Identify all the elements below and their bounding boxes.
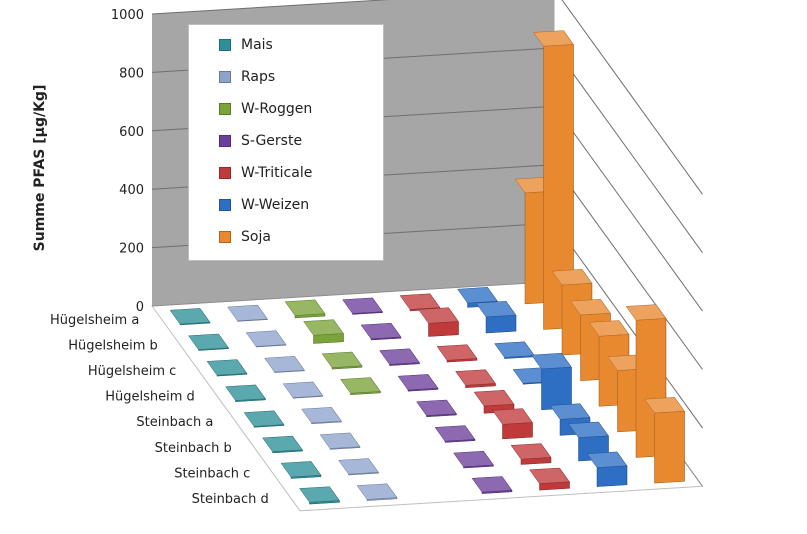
bar	[280, 460, 322, 479]
legend: Mais Raps W-Roggen S-Gerste W-Triticale W-Wei…	[188, 24, 384, 261]
y-axis-ticks: 0 200 400 600 800 1000	[111, 8, 144, 315]
y-axis-label: Summe PFAS [µg/Kg]	[32, 85, 48, 252]
bar	[453, 450, 494, 469]
bar	[533, 29, 574, 330]
bar	[510, 442, 552, 465]
legend-swatch	[219, 231, 231, 243]
bar	[340, 376, 381, 395]
bar	[245, 329, 287, 348]
bar	[301, 406, 342, 425]
y-tick-label: 1000	[111, 8, 144, 23]
bar	[342, 297, 383, 315]
legend-entry: Mais	[219, 36, 273, 54]
bars	[169, 29, 685, 505]
category-label: Hügelsheim d	[105, 390, 195, 405]
bar	[360, 322, 402, 341]
x-axis-category-labels: Hügelsheim a Hügelsheim b Hügelsheim c Hüge…	[50, 313, 269, 507]
bar	[416, 399, 457, 418]
category-label: Steinbach d	[192, 492, 269, 507]
category-label: Steinbach a	[136, 415, 213, 430]
bar	[188, 333, 229, 351]
y-tick-label: 800	[119, 66, 144, 81]
bar	[434, 424, 476, 443]
legend-entry: S-Gerste	[219, 132, 302, 150]
bar	[321, 351, 363, 370]
bar	[227, 304, 268, 322]
legend-entry: W-Triticale	[219, 164, 312, 182]
bar	[436, 343, 478, 363]
gridline	[151, 0, 703, 195]
bar	[264, 355, 305, 373]
bar	[243, 410, 285, 428]
bar	[303, 318, 344, 344]
legend-label: W-Triticale	[241, 165, 313, 181]
y-tick-label: 400	[119, 183, 144, 198]
legend-swatch	[219, 167, 231, 179]
category-label: Steinbach c	[174, 466, 250, 481]
legend-entry: W-Weizen	[219, 196, 309, 214]
legend-swatch	[219, 71, 231, 83]
y-tick-label: 600	[119, 125, 144, 140]
bar	[356, 483, 398, 501]
bar	[418, 306, 459, 337]
category-label: Hügelsheim a	[50, 313, 139, 328]
legend-label: Mais	[241, 37, 273, 53]
category-label: Hügelsheim c	[88, 364, 176, 379]
legend-entry: W-Roggen	[219, 100, 312, 118]
category-label: Hügelsheim b	[68, 338, 158, 353]
bar	[299, 485, 340, 505]
bar	[397, 373, 439, 392]
legend-entry: Soja	[219, 228, 271, 246]
legend-label: Soja	[241, 229, 271, 245]
bar	[169, 307, 211, 326]
bar	[284, 299, 326, 319]
legend-label: S-Gerste	[241, 133, 303, 149]
category-label: Steinbach b	[155, 441, 232, 456]
bar	[471, 475, 513, 494]
legend-swatch	[219, 39, 231, 51]
bar	[475, 300, 517, 334]
bar	[206, 358, 248, 377]
bar	[492, 407, 533, 440]
bar	[455, 368, 496, 388]
legend-swatch	[219, 135, 231, 147]
bar	[494, 341, 535, 359]
bar	[319, 432, 361, 450]
y-tick-label: 0	[136, 300, 144, 315]
legend-entry: Raps	[219, 68, 275, 86]
bar	[338, 457, 379, 476]
legend-label: Raps	[241, 69, 276, 85]
bar	[529, 467, 570, 491]
bar	[379, 348, 420, 366]
bar	[262, 435, 303, 454]
legend-swatch	[219, 103, 231, 115]
y-tick-label: 200	[119, 242, 144, 257]
bar	[225, 384, 266, 402]
bar	[586, 451, 628, 487]
bar	[282, 381, 324, 399]
legend-label: W-Roggen	[241, 101, 313, 117]
bar	[644, 396, 685, 484]
legend-label: W-Weizen	[241, 197, 310, 213]
legend-swatch	[219, 199, 231, 211]
